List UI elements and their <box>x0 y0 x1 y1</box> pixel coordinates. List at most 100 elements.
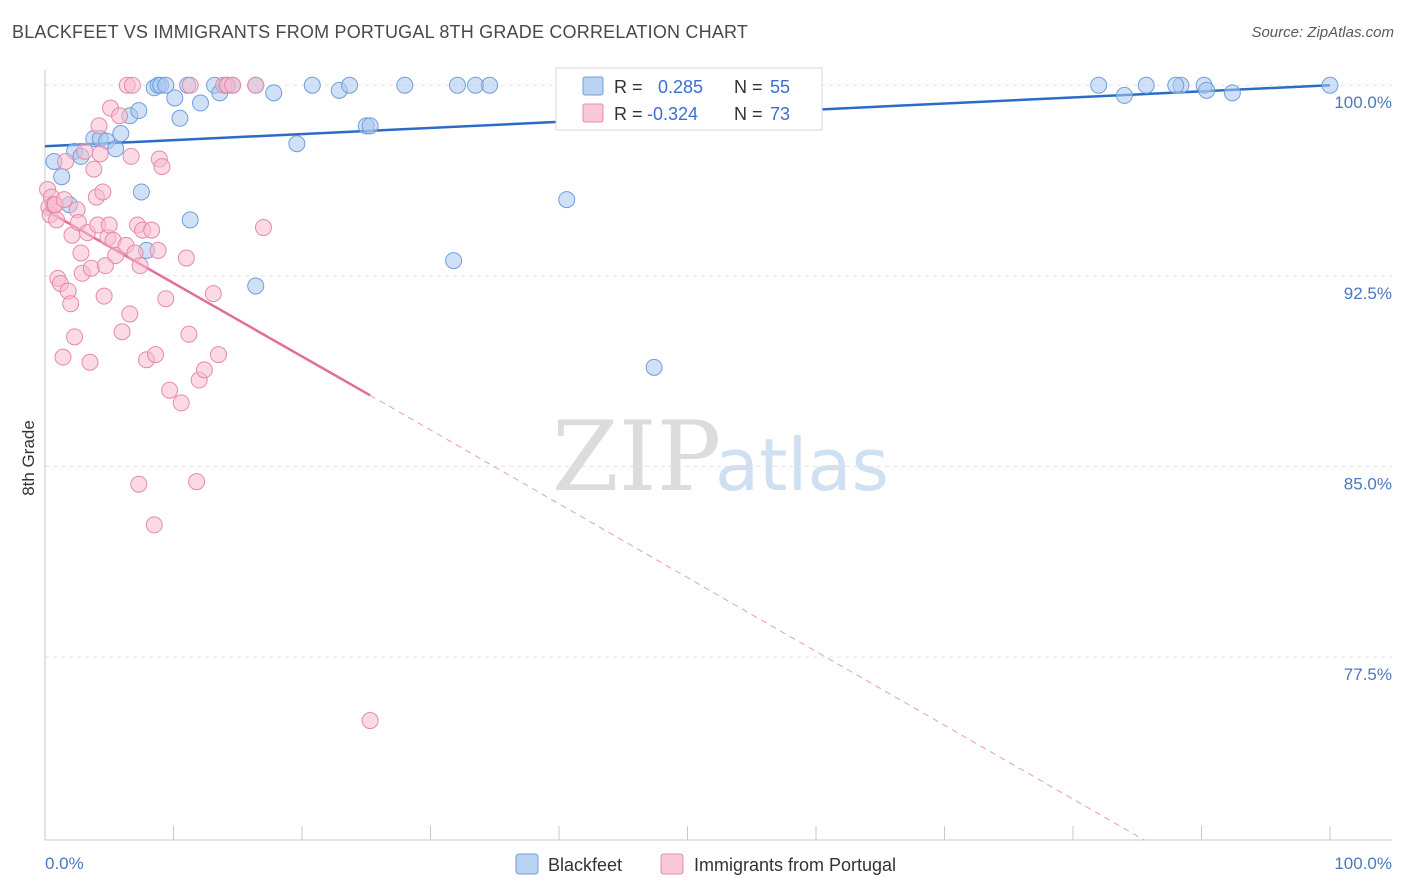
point-blackfeet <box>1090 76 1108 94</box>
point-blackfeet <box>132 183 150 201</box>
point-portugal <box>153 158 171 176</box>
stats-swatch-portugal <box>582 103 604 123</box>
point-portugal <box>180 325 198 343</box>
point-portugal <box>149 241 167 259</box>
point-portugal <box>147 346 165 364</box>
point-portugal <box>62 295 80 313</box>
chart-title: BLACKFEET VS IMMIGRANTS FROM PORTUGAL 8T… <box>12 22 749 42</box>
legend-label-blackfeet[interactable]: Blackfeet <box>548 855 622 875</box>
point-portugal <box>131 257 149 275</box>
stats-legend: R = 0.285 N = 55 R = -0.324 N = 73 <box>555 67 823 131</box>
point-portugal <box>157 290 175 308</box>
point-blackfeet <box>1198 81 1216 99</box>
data-points <box>39 76 1339 730</box>
point-blackfeet <box>191 94 209 112</box>
stats-swatch-blackfeet <box>582 76 604 96</box>
point-blackfeet <box>1137 76 1155 94</box>
legend-swatch-blackfeet[interactable] <box>515 853 539 875</box>
series-legend: Blackfeet Immigrants from Portugal <box>515 853 896 875</box>
point-portugal <box>100 216 118 234</box>
point-portugal <box>111 107 129 125</box>
x-tick-label: 100.0% <box>1334 854 1392 873</box>
stats-n-value-blackfeet: 55 <box>770 77 790 97</box>
point-blackfeet <box>448 76 466 94</box>
point-blackfeet <box>341 76 359 94</box>
point-blackfeet <box>645 358 663 376</box>
point-blackfeet <box>361 117 379 135</box>
point-blackfeet <box>107 140 125 158</box>
point-blackfeet <box>558 191 576 209</box>
stats-n-value-portugal: 73 <box>770 104 790 124</box>
point-portugal <box>145 516 163 534</box>
legend-label-portugal[interactable]: Immigrants from Portugal <box>694 855 896 875</box>
y-tick-label: 100.0% <box>1334 93 1392 112</box>
point-portugal <box>195 361 213 379</box>
point-portugal <box>123 76 141 94</box>
watermark-atlas: atlas <box>715 423 889 507</box>
point-blackfeet <box>181 211 199 229</box>
point-portugal <box>72 244 90 262</box>
point-blackfeet <box>466 76 484 94</box>
watermark-zip: ZIP <box>552 401 721 513</box>
point-portugal <box>81 353 99 371</box>
point-portugal <box>48 211 66 229</box>
point-portugal <box>209 346 227 364</box>
y-tick-label: 77.5% <box>1344 665 1392 684</box>
point-portugal <box>188 473 206 491</box>
point-portugal <box>55 191 73 209</box>
x-tick-label: 0.0% <box>45 854 84 873</box>
point-blackfeet <box>157 76 175 94</box>
point-portugal <box>76 142 94 160</box>
point-portugal <box>82 259 100 277</box>
point-portugal <box>161 381 179 399</box>
point-portugal <box>94 183 112 201</box>
point-portugal <box>181 76 199 94</box>
point-portugal <box>91 145 109 163</box>
point-blackfeet <box>396 76 414 94</box>
point-blackfeet <box>481 76 499 94</box>
point-portugal <box>204 285 222 303</box>
point-blackfeet <box>445 252 463 270</box>
point-blackfeet <box>112 125 130 143</box>
y-axis-label: 8th Grade <box>19 420 38 496</box>
point-portugal <box>177 249 195 267</box>
point-portugal <box>254 219 272 237</box>
watermark: ZIP atlas <box>552 401 889 513</box>
point-blackfeet <box>247 277 265 295</box>
source-credit: Source: ZipAtlas.com <box>1251 24 1394 41</box>
point-portugal <box>90 117 108 135</box>
y-tick-label: 85.0% <box>1344 474 1392 493</box>
point-blackfeet <box>1321 76 1339 94</box>
y-tick-label: 92.5% <box>1344 284 1392 303</box>
point-blackfeet <box>1223 84 1241 102</box>
legend-swatch-portugal[interactable] <box>660 853 684 875</box>
stats-n-label-blackfeet: N = <box>734 77 763 97</box>
stats-r-value-blackfeet: 0.285 <box>658 77 703 97</box>
point-portugal <box>361 712 379 730</box>
point-portugal <box>143 221 161 239</box>
point-portugal <box>66 328 84 346</box>
point-portugal <box>121 305 139 323</box>
point-portugal <box>96 257 114 275</box>
point-blackfeet <box>130 102 148 120</box>
point-portugal <box>172 394 190 412</box>
point-portugal <box>107 247 125 265</box>
point-portugal <box>122 147 140 165</box>
point-blackfeet <box>1167 76 1185 94</box>
point-portugal <box>85 160 103 178</box>
point-portugal <box>113 323 131 341</box>
point-portugal <box>130 475 148 493</box>
trend-line-portugal <box>44 208 371 397</box>
point-portugal <box>247 76 265 94</box>
stats-r-label-blackfeet: R = <box>614 77 643 97</box>
gridlines <box>45 84 1392 658</box>
trend-line-portugal-extension <box>369 394 1145 841</box>
point-blackfeet <box>171 109 189 127</box>
point-portugal <box>54 348 72 366</box>
stats-n-label-portugal: N = <box>734 104 763 124</box>
point-blackfeet <box>166 89 184 107</box>
point-portugal <box>57 152 75 170</box>
point-portugal <box>95 287 113 305</box>
stats-r-value-portugal: -0.324 <box>647 104 698 124</box>
